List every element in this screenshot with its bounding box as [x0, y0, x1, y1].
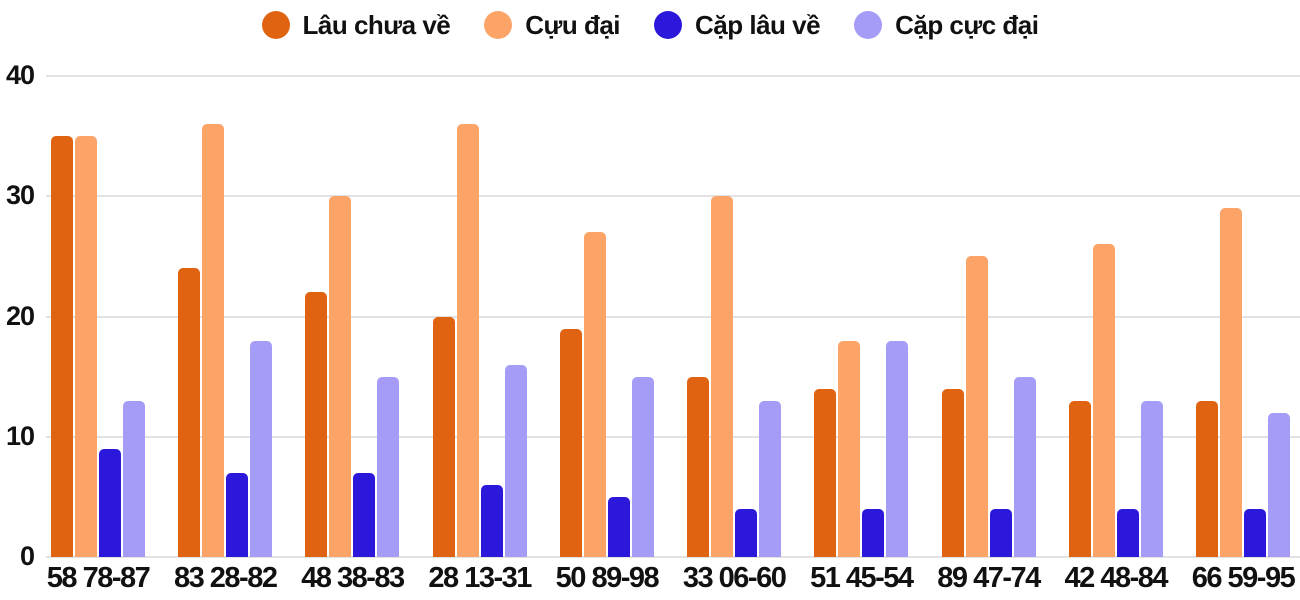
x-axis-label: 33 06-60 [682, 562, 787, 594]
bar [862, 508, 885, 557]
x-axis-label: 66 59-95 [1191, 562, 1296, 594]
x-axis-label: 42 48-84 [1064, 562, 1169, 594]
y-tick-label-40: 40 [5, 59, 35, 90]
legend-swatch-icon [854, 11, 883, 39]
legend-label: Cặp lâu về [695, 9, 821, 40]
gridline-20 [46, 315, 1300, 318]
y-tick-label-20: 20 [5, 300, 35, 331]
x-axis-label: 58 78-87 [46, 562, 151, 594]
bar [1219, 208, 1242, 557]
bar-group: 48 38-83 [301, 76, 405, 594]
bar [965, 256, 988, 557]
bar-group: 42 48-84 [1065, 76, 1168, 594]
bar [377, 376, 400, 557]
bar-group: 28 13-31 [428, 76, 532, 594]
bar [1195, 400, 1218, 557]
bar-group: 58 78-87 [47, 76, 151, 594]
bar-groups: 58 78-87 83 28-82 48 38-83 28 13-31 50 89-98… [46, 76, 1300, 594]
bar [607, 496, 630, 557]
bar [687, 376, 710, 557]
y-tick-label-0: 0 [19, 540, 35, 571]
bar [941, 388, 964, 557]
legend-label: Cựu đại [525, 9, 621, 40]
bar [226, 472, 249, 557]
bar [631, 376, 654, 557]
y-axis: 0 10 20 30 40 [0, 60, 36, 571]
bar [1068, 400, 1091, 557]
bar [1116, 508, 1139, 557]
x-axis-label: 50 89-98 [555, 562, 660, 594]
bar-group: 89 47-74 [937, 76, 1041, 594]
bar [711, 196, 734, 557]
plot-area: 58 78-87 83 28-82 48 38-83 28 13-31 50 89-98… [46, 75, 1300, 594]
bar [480, 484, 503, 557]
x-axis-label: 83 28-82 [173, 562, 278, 594]
bar [250, 340, 273, 557]
gridline-40 [46, 75, 1300, 77]
legend-item-4[interactable]: Cặp cực đại [854, 9, 1039, 41]
bar [559, 328, 582, 557]
bar [123, 400, 145, 557]
bar [99, 448, 121, 557]
gridline-0 [46, 556, 1300, 558]
bar [1092, 244, 1115, 557]
legend-swatch-icon [261, 11, 290, 39]
legend-swatch-icon [654, 11, 683, 39]
bar [178, 268, 201, 557]
bar [759, 400, 782, 557]
legend-swatch-icon [484, 11, 513, 39]
bar [1013, 376, 1036, 557]
y-tick-label-30: 30 [5, 180, 35, 211]
bar-group: 66 59-95 [1192, 76, 1296, 594]
gridlines [46, 75, 1300, 558]
bar [305, 292, 328, 557]
x-axis-label: 28 13-31 [428, 562, 532, 594]
bar [1140, 400, 1163, 557]
bar-group: 83 28-82 [174, 76, 278, 594]
bar [504, 364, 527, 557]
bar [838, 340, 861, 557]
legend-item-1[interactable]: Lâu chưa về [261, 9, 451, 41]
y-tick-label-10: 10 [5, 420, 35, 451]
bar [432, 316, 455, 557]
bar [329, 196, 352, 557]
bar [353, 472, 376, 557]
bar [814, 388, 837, 557]
legend-item-3[interactable]: Cặp lâu về [654, 9, 821, 41]
bar [456, 124, 479, 557]
gridline-10 [46, 435, 1300, 438]
bar-group: 50 89-98 [556, 76, 660, 594]
x-axis-label: 89 47-74 [937, 562, 1041, 594]
chart-legend: Lâu chưa về Cựu đại Cặp lâu về Cặp cực đại [0, 7, 1300, 43]
legend-item-2[interactable]: Cựu đại [484, 9, 621, 41]
bar [886, 340, 909, 557]
bar [75, 136, 97, 557]
x-axis-label: 48 38-83 [301, 562, 405, 594]
bar [202, 124, 225, 557]
bar-group: 33 06-60 [683, 76, 787, 594]
x-axis-label: 51 45-54 [810, 562, 914, 594]
bar [989, 508, 1012, 557]
legend-label: Lâu chưa về [302, 9, 451, 40]
bar [735, 508, 758, 557]
bar [1267, 412, 1290, 557]
bar [583, 232, 606, 557]
bar [51, 136, 73, 557]
bar-group: 51 45-54 [810, 76, 914, 594]
legend-label: Cặp cực đại [895, 9, 1039, 40]
bar [1243, 508, 1266, 557]
gridline-30 [46, 195, 1300, 198]
